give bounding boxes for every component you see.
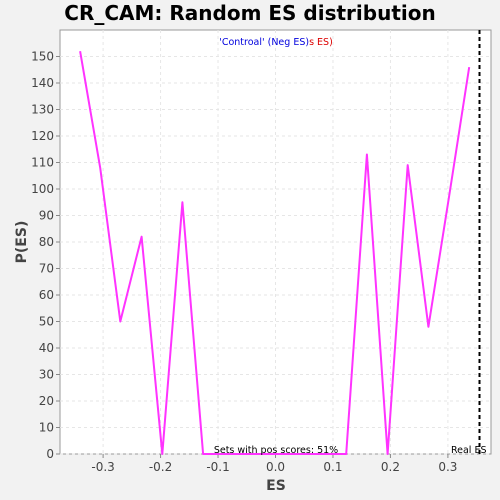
pos-scores-annotation: Sets with pos scores: 51% — [214, 445, 338, 456]
x-tick-label: 0.3 — [438, 460, 457, 474]
x-axis-title: ES — [266, 478, 286, 494]
x-tick-label: 0.2 — [381, 460, 400, 474]
y-tick-label: 40 — [39, 341, 54, 355]
axis-layer: 0 10 20 30 40 50 60 70 80 90 100 110 120 130 140 150 -0.… — [31, 50, 457, 475]
legend-label: 'Controal' (Neg ES)s ES) — [219, 37, 333, 48]
legend-part-neg: 'Controal' (Neg ES) — [219, 37, 309, 48]
y-tick-label: 0 — [46, 447, 54, 461]
y-tick-label: 50 — [39, 315, 54, 329]
y-tick-label: 100 — [31, 182, 54, 196]
es-distribution-line — [79, 51, 471, 455]
chart-title: CR_CAM: Random ES distribution — [64, 1, 436, 25]
y-tick-label: 150 — [31, 50, 54, 64]
legend-part-pos: s ES) — [309, 37, 333, 48]
y-tick-label: 70 — [39, 262, 54, 276]
y-tick-label: 140 — [31, 76, 54, 90]
y-axis-title: P(ES) — [14, 221, 30, 264]
y-tick-label: 120 — [31, 129, 54, 143]
y-tick-label: 20 — [39, 394, 54, 408]
y-tick-label: 60 — [39, 288, 54, 302]
series-layer — [79, 51, 471, 455]
x-tick-label: 0.1 — [323, 460, 342, 474]
y-tick-label: 10 — [39, 421, 54, 435]
y-tick-label: 30 — [39, 368, 54, 382]
x-tick-label: -0.2 — [149, 460, 172, 474]
y-tick-label: 130 — [31, 103, 54, 117]
y-tick-label: 80 — [39, 235, 54, 249]
y-tick-label: 110 — [31, 156, 54, 170]
y-tick-label: 90 — [39, 209, 54, 223]
x-tick-label: -0.3 — [91, 460, 114, 474]
x-tick-label: 0.0 — [266, 460, 285, 474]
grid-layer — [60, 30, 491, 455]
real-es-label: Real ES — [451, 445, 487, 456]
x-tick-label: -0.1 — [206, 460, 229, 474]
